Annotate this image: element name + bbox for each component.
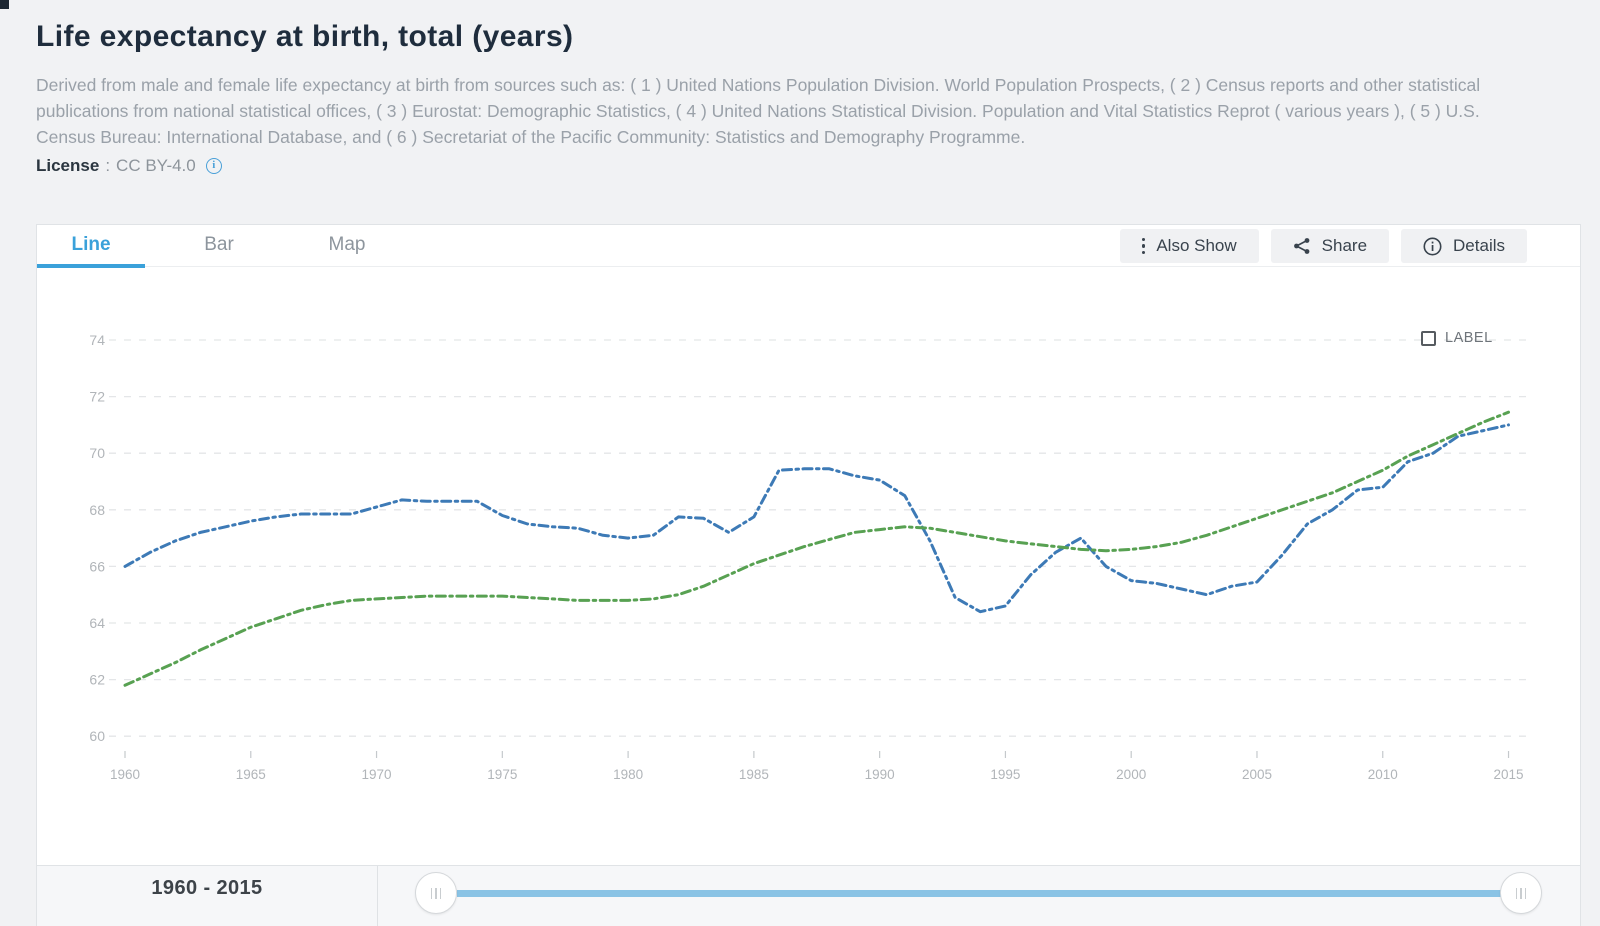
chart-toolbar: Also Show Share Details bbox=[1119, 229, 1527, 263]
svg-text:70: 70 bbox=[89, 445, 105, 461]
license-value: CC BY-4.0 bbox=[116, 156, 196, 175]
details-button[interactable]: Details bbox=[1401, 229, 1527, 263]
page-title: Life expectancy at birth, total (years) bbox=[36, 20, 574, 53]
share-icon bbox=[1293, 238, 1310, 254]
vertical-ellipsis-icon bbox=[1141, 237, 1146, 255]
label-toggle[interactable]: LABEL bbox=[1421, 330, 1493, 346]
also-show-label: Also Show bbox=[1156, 236, 1237, 255]
indicator-description: Derived from male and female life expect… bbox=[36, 75, 1481, 147]
details-label: Details bbox=[1453, 236, 1505, 255]
range-slider-track[interactable] bbox=[457, 890, 1521, 897]
svg-text:1970: 1970 bbox=[362, 767, 392, 782]
line-chart[interactable]: 60 62 64 66 68 70 72 74 1960 1965 1970 1975 1980 1985… bbox=[37, 267, 1580, 865]
svg-text:60: 60 bbox=[89, 728, 105, 744]
time-range-bar: 1960 - 2015 bbox=[36, 866, 1581, 926]
window-corner-artifact bbox=[0, 0, 9, 9]
chart-area: 60 62 64 66 68 70 72 74 1960 1965 1970 1975 1980 1985… bbox=[37, 267, 1580, 865]
svg-text:1975: 1975 bbox=[487, 767, 517, 782]
range-slider-handle-left[interactable] bbox=[415, 872, 457, 914]
tab-line[interactable]: Line bbox=[37, 225, 145, 268]
label-checkbox-text: LABEL bbox=[1445, 330, 1493, 346]
page-header: Life expectancy at birth, total (years) … bbox=[36, 20, 1536, 176]
license-row: License : CC BY-4.0 i bbox=[36, 156, 1536, 176]
svg-text:62: 62 bbox=[89, 672, 105, 688]
svg-text:64: 64 bbox=[89, 615, 105, 631]
chart-type-tabs: Line Bar Map bbox=[37, 225, 421, 268]
tab-map[interactable]: Map bbox=[328, 234, 366, 255]
chart-card: Line Bar Map Also Show Share bbox=[36, 224, 1581, 866]
share-label: Share bbox=[1321, 236, 1368, 255]
svg-text:1980: 1980 bbox=[613, 767, 643, 782]
svg-text:1995: 1995 bbox=[990, 767, 1020, 782]
svg-text:66: 66 bbox=[89, 558, 105, 574]
info-icon bbox=[1423, 237, 1442, 255]
range-slider-handle-right[interactable] bbox=[1500, 872, 1542, 914]
range-label: 1960 - 2015 bbox=[151, 877, 263, 899]
svg-text:72: 72 bbox=[89, 389, 105, 405]
svg-text:2005: 2005 bbox=[1242, 767, 1272, 782]
license-label: License bbox=[36, 156, 100, 175]
svg-text:2015: 2015 bbox=[1494, 767, 1524, 782]
svg-text:1965: 1965 bbox=[236, 767, 266, 782]
label-checkbox[interactable] bbox=[1421, 330, 1436, 346]
license-separator: : bbox=[105, 156, 111, 175]
svg-text:1990: 1990 bbox=[865, 767, 895, 782]
tab-bar[interactable]: Bar bbox=[204, 234, 234, 255]
svg-text:68: 68 bbox=[89, 502, 105, 518]
svg-text:74: 74 bbox=[89, 332, 105, 348]
share-button[interactable]: Share bbox=[1270, 229, 1390, 263]
license-info-icon[interactable]: i bbox=[205, 158, 222, 174]
tabs-row: Line Bar Map Also Show Share bbox=[37, 225, 1580, 268]
also-show-button[interactable]: Also Show bbox=[1119, 229, 1259, 263]
svg-text:2000: 2000 bbox=[1116, 767, 1146, 782]
svg-text:2010: 2010 bbox=[1368, 767, 1398, 782]
svg-text:1985: 1985 bbox=[739, 767, 769, 782]
range-label-cell: 1960 - 2015 bbox=[37, 866, 378, 926]
svg-text:1960: 1960 bbox=[110, 767, 140, 782]
